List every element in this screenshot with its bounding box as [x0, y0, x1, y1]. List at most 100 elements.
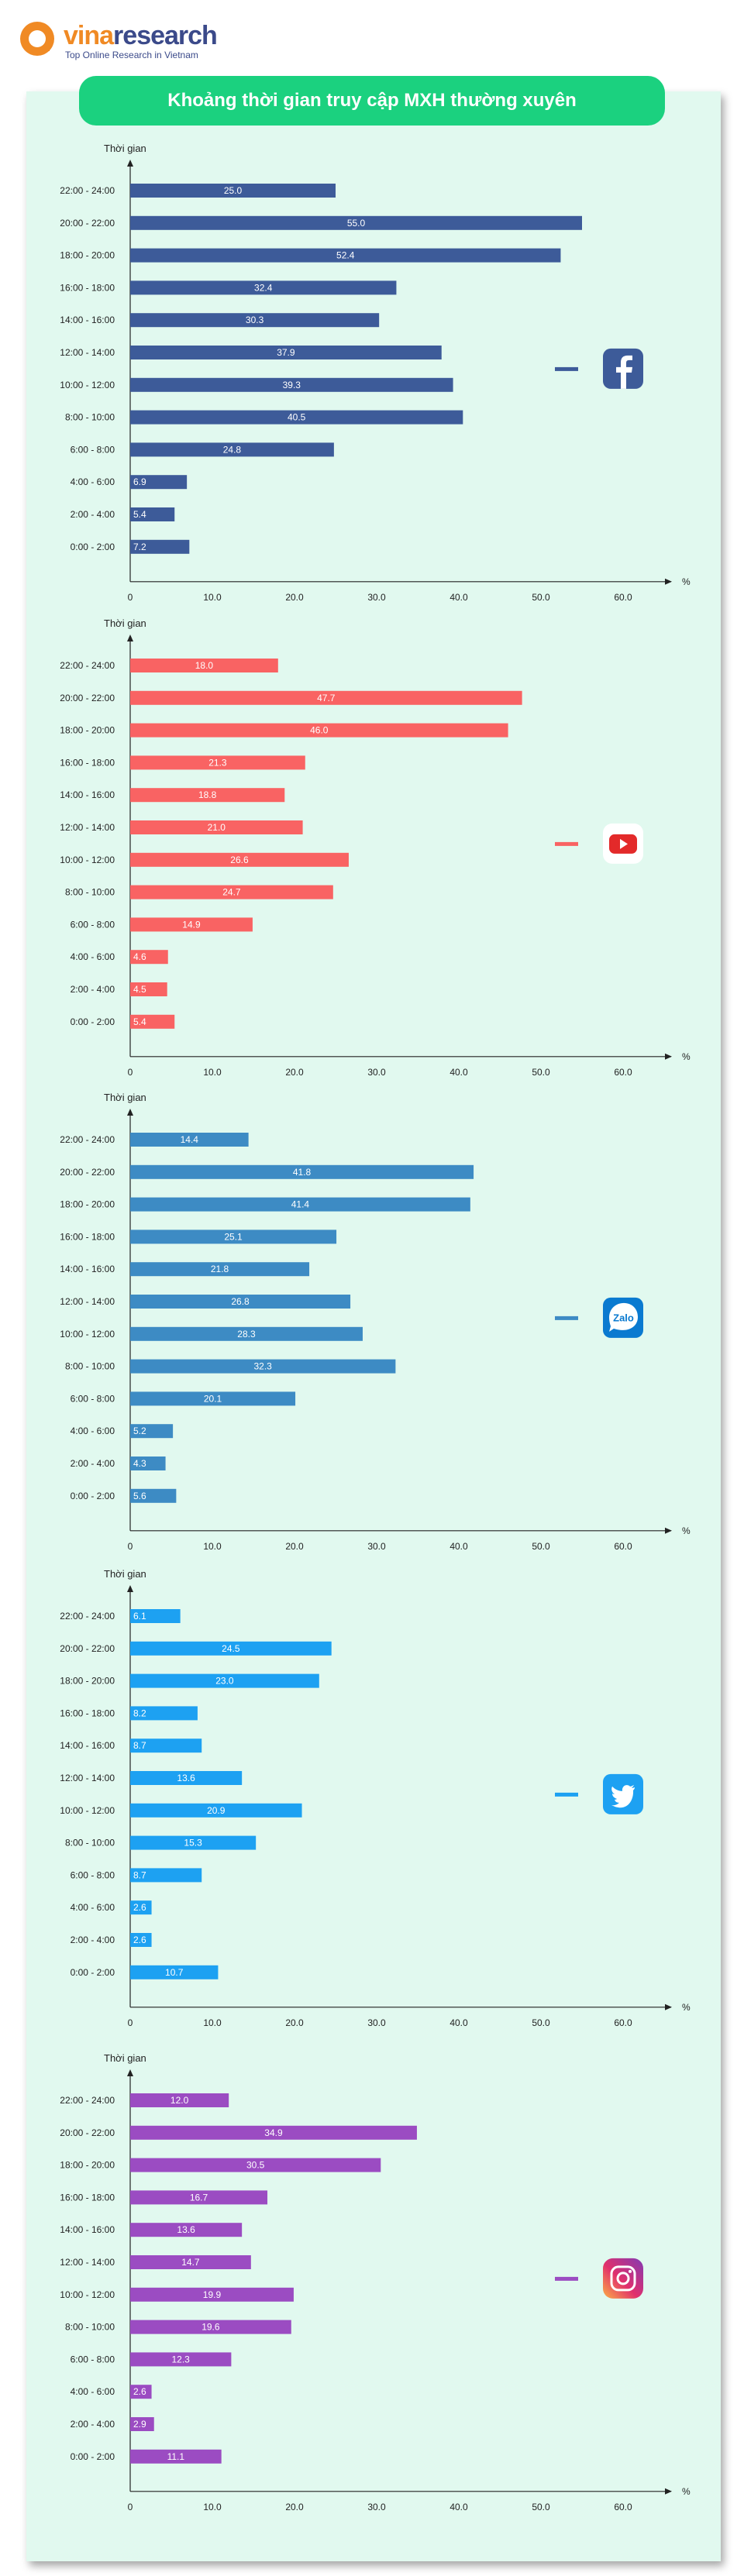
bar-value-label: 14.4: [181, 1134, 199, 1145]
y-axis-arrow: [127, 160, 133, 167]
x-axis-arrow: [665, 1527, 672, 1534]
bar-value-label: 37.9: [277, 347, 295, 358]
bar: [130, 1900, 152, 1915]
bar: [130, 475, 188, 490]
y-axis-title: Thời gian: [104, 1568, 146, 1580]
youtube-icon: [603, 823, 643, 864]
category-label: 16:00 - 18:00: [60, 282, 115, 293]
bar: [130, 1164, 474, 1179]
twitter-icon: [603, 1773, 643, 1814]
bar-value-label: 16.7: [190, 2192, 208, 2203]
x-tick-label: 0: [128, 2502, 133, 2512]
bar: [130, 723, 508, 738]
category-label: 6:00 - 8:00: [71, 1869, 115, 1880]
category-label: 0:00 - 2:00: [71, 1967, 115, 1978]
category-label: 8:00 - 10:00: [65, 887, 115, 898]
x-tick-label: 40.0: [450, 592, 468, 603]
chart-twitter: Thời gian% 0 10.0 20.0 30.0 40.0 50.0 60.0 22:00…: [60, 1568, 691, 2028]
category-label: 10:00 - 12:00: [60, 1805, 115, 1816]
x-tick-label: 40.0: [450, 1067, 468, 1078]
bar-value-label: 25.1: [224, 1231, 243, 1242]
bar-value-label: 6.9: [133, 476, 146, 487]
brand-name-part1: vina: [64, 21, 114, 50]
x-axis-arrow: [665, 578, 672, 585]
x-tick-label: 10.0: [203, 2502, 222, 2512]
bar: [130, 1014, 175, 1029]
bar: [130, 2320, 291, 2334]
x-axis-unit: %: [682, 2002, 691, 2013]
bar: [130, 2158, 381, 2172]
category-label: 8:00 - 10:00: [65, 1361, 115, 1372]
bar-value-label: 30.5: [246, 2160, 265, 2171]
x-axis-arrow: [665, 1053, 672, 1060]
bar-value-label: 15.3: [184, 1838, 202, 1849]
bar-value-label: 21.3: [208, 757, 227, 768]
bar-value-label: 18.8: [198, 789, 217, 800]
x-axis-unit: %: [682, 1525, 691, 1536]
bar: [130, 917, 253, 932]
page-title: Khoảng thời gian truy cập MXH thường xuy…: [79, 76, 665, 126]
x-tick-label: 20.0: [285, 1541, 304, 1552]
facebook-icon: [603, 348, 643, 389]
bar: [130, 2190, 268, 2205]
category-label: 0:00 - 2:00: [71, 2451, 115, 2462]
category-label: 20:00 - 22:00: [60, 1643, 115, 1654]
category-label: 20:00 - 22:00: [60, 1167, 115, 1178]
x-tick-label: 30.0: [367, 1067, 386, 1078]
bar: [130, 1706, 198, 1721]
bar-value-label: 11.1: [167, 2451, 185, 2462]
y-axis-arrow: [127, 1109, 133, 1116]
bar: [130, 982, 167, 996]
category-label: 2:00 - 4:00: [71, 1458, 115, 1469]
bar: [130, 1609, 181, 1623]
x-tick-label: 20.0: [285, 2017, 304, 2028]
bar: [130, 690, 522, 705]
bar-value-label: 8.7: [133, 1740, 146, 1751]
bar-value-label: 10.7: [165, 1967, 184, 1978]
bar-value-label: 14.9: [182, 919, 201, 930]
x-tick-label: 0: [128, 1541, 133, 1552]
bar: [130, 1771, 243, 1785]
bar: [130, 2417, 154, 2431]
bar: [130, 2385, 152, 2399]
bar-value-label: 2.6: [133, 1935, 146, 1945]
bar: [130, 659, 278, 672]
category-label: 14:00 - 16:00: [60, 2224, 115, 2235]
brand-tagline: Top Online Research in Vietnam: [65, 50, 198, 60]
chart-zalo: Thời gian% 0 10.0 20.0 30.0 40.0 50.0 60.0 22:00…: [60, 1092, 691, 1552]
x-tick-label: 60.0: [614, 2502, 632, 2512]
legend-dash: [555, 1316, 578, 1320]
bar: [130, 1359, 396, 1374]
x-tick-label: 20.0: [285, 592, 304, 603]
x-tick-label: 60.0: [614, 2017, 632, 2028]
bar-value-label: 55.0: [347, 218, 366, 229]
brand-logo: vinaresearch Top Online Research in Viet…: [20, 20, 222, 60]
bar-value-label: 23.0: [215, 1676, 234, 1687]
bar: [130, 442, 334, 457]
x-tick-label: 20.0: [285, 2502, 304, 2512]
category-label: 6:00 - 8:00: [71, 1393, 115, 1404]
x-tick-label: 40.0: [450, 1541, 468, 1552]
bar-value-label: 21.8: [211, 1264, 229, 1274]
category-label: 2:00 - 4:00: [71, 2419, 115, 2430]
category-label: 6:00 - 8:00: [71, 919, 115, 930]
bar: [130, 852, 349, 867]
category-label: 8:00 - 10:00: [65, 2322, 115, 2333]
bar-value-label: 34.9: [264, 2127, 283, 2138]
brand-name: vinaresearch: [64, 20, 218, 51]
x-tick-label: 30.0: [367, 2017, 386, 2028]
x-tick-label: 0: [128, 1067, 133, 1078]
bar-value-label: 41.8: [293, 1167, 312, 1178]
x-tick-label: 60.0: [614, 1541, 632, 1552]
bar-value-label: 24.5: [222, 1643, 240, 1654]
x-tick-label: 20.0: [285, 1067, 304, 1078]
bar-value-label: 20.1: [204, 1393, 222, 1404]
bar-value-label: 24.7: [222, 887, 241, 898]
legend-dash: [555, 2276, 578, 2281]
x-tick-label: 50.0: [532, 2502, 550, 2512]
bar-value-label: 39.3: [283, 380, 301, 390]
bar-value-label: 5.4: [133, 509, 146, 520]
vinaresearch-logo-icon: [20, 22, 54, 56]
svg-text:Zalo: Zalo: [613, 1312, 634, 1323]
